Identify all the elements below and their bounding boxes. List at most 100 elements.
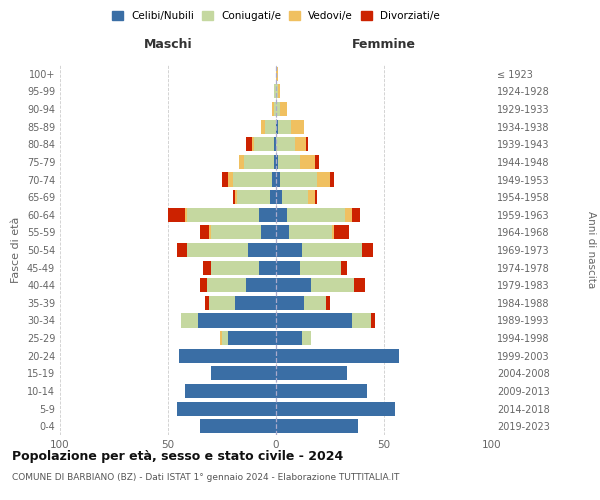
Bar — [276, 402, 395, 415]
Bar — [276, 243, 302, 257]
Bar — [326, 296, 330, 310]
Bar — [276, 172, 280, 186]
Bar — [276, 155, 278, 169]
Bar — [304, 296, 326, 310]
Bar — [274, 155, 276, 169]
Bar — [261, 120, 265, 134]
Bar — [276, 260, 300, 274]
Bar — [306, 137, 308, 152]
Bar — [287, 208, 345, 222]
Bar — [302, 243, 362, 257]
Bar — [278, 120, 291, 134]
Bar — [269, 190, 276, 204]
Bar — [311, 278, 354, 292]
Bar — [233, 190, 235, 204]
Bar — [200, 278, 207, 292]
Bar — [276, 84, 278, 98]
Bar — [198, 314, 276, 328]
Bar — [209, 226, 211, 239]
Bar — [203, 260, 211, 274]
Bar — [289, 226, 332, 239]
Bar — [229, 331, 276, 345]
Bar — [237, 190, 269, 204]
Bar — [315, 190, 317, 204]
Bar — [179, 348, 276, 363]
Bar — [308, 190, 315, 204]
Bar — [315, 155, 319, 169]
Bar — [176, 402, 276, 415]
Bar — [261, 226, 276, 239]
Bar — [276, 419, 358, 433]
Text: Femmine: Femmine — [352, 38, 416, 51]
Bar — [276, 348, 399, 363]
Bar — [330, 172, 334, 186]
Bar — [211, 226, 261, 239]
Bar — [222, 172, 229, 186]
Bar — [345, 208, 352, 222]
Text: Maschi: Maschi — [143, 38, 193, 51]
Bar — [220, 331, 222, 345]
Bar — [276, 384, 367, 398]
Bar — [276, 314, 352, 328]
Bar — [187, 208, 259, 222]
Bar — [371, 314, 376, 328]
Bar — [168, 208, 185, 222]
Bar — [341, 260, 347, 274]
Bar — [276, 67, 278, 81]
Bar — [235, 296, 276, 310]
Bar — [229, 172, 233, 186]
Bar — [185, 208, 187, 222]
Bar — [222, 331, 229, 345]
Text: Popolazione per età, sesso e stato civile - 2024: Popolazione per età, sesso e stato civil… — [12, 450, 343, 463]
Text: COMUNE DI BARBIANO (BZ) - Dati ISTAT 1° gennaio 2024 - Elaborazione TUTTITALIA.I: COMUNE DI BARBIANO (BZ) - Dati ISTAT 1° … — [12, 472, 400, 482]
Bar — [274, 137, 276, 152]
Bar — [332, 226, 334, 239]
Bar — [272, 102, 274, 116]
Bar — [276, 208, 287, 222]
Bar — [280, 172, 317, 186]
Bar — [209, 296, 235, 310]
Y-axis label: Fasce di età: Fasce di età — [11, 217, 21, 283]
Bar — [276, 190, 283, 204]
Bar — [276, 331, 302, 345]
Bar — [362, 243, 373, 257]
Bar — [246, 137, 252, 152]
Bar — [200, 226, 209, 239]
Bar — [239, 155, 244, 169]
Bar — [259, 260, 276, 274]
Bar — [265, 120, 276, 134]
Bar — [317, 172, 330, 186]
Bar — [352, 208, 360, 222]
Bar — [185, 384, 276, 398]
Bar — [295, 137, 306, 152]
Bar — [276, 226, 289, 239]
Bar — [205, 296, 209, 310]
Bar — [276, 296, 304, 310]
Bar — [200, 419, 276, 433]
Bar — [246, 278, 276, 292]
Bar — [276, 366, 347, 380]
Bar — [300, 260, 341, 274]
Bar — [233, 172, 272, 186]
Bar — [248, 243, 276, 257]
Bar — [272, 172, 276, 186]
Bar — [291, 120, 304, 134]
Bar — [278, 155, 300, 169]
Bar — [244, 155, 274, 169]
Bar — [259, 208, 276, 222]
Bar — [276, 102, 280, 116]
Bar — [211, 260, 259, 274]
Bar — [352, 314, 371, 328]
Text: Anni di nascita: Anni di nascita — [586, 212, 596, 288]
Bar — [235, 190, 237, 204]
Bar — [302, 331, 311, 345]
Bar — [334, 226, 349, 239]
Bar — [274, 102, 276, 116]
Bar — [276, 137, 295, 152]
Bar — [354, 278, 365, 292]
Bar — [207, 278, 246, 292]
Bar — [181, 314, 198, 328]
Bar — [176, 243, 187, 257]
Bar — [276, 278, 311, 292]
Bar — [278, 84, 280, 98]
